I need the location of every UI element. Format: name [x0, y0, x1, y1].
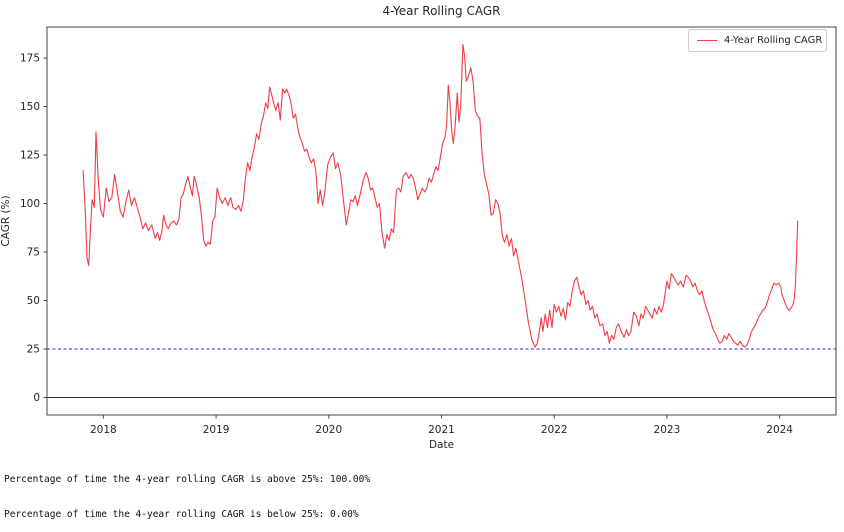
y-tick-label: 175: [20, 53, 40, 65]
x-tick-label: 2021: [428, 424, 455, 436]
chart-title: 4-Year Rolling CAGR: [382, 4, 501, 18]
legend-line-sample-icon: [697, 40, 717, 41]
footer-line-below: Percentage of time the 4-year rolling CA…: [4, 508, 359, 520]
x-tick-label: 2020: [315, 424, 342, 436]
footer-line-above: Percentage of time the 4-year rolling CA…: [4, 474, 371, 485]
legend: 4-Year Rolling CAGR: [688, 29, 827, 52]
y-tick-label: 75: [27, 247, 40, 259]
x-tick-label: 2019: [203, 424, 230, 436]
cagr-line: [82, 43, 799, 348]
footer-stats: Percentage of time the 4-year rolling CA…: [4, 451, 370, 532]
y-tick-label: 50: [27, 295, 40, 307]
x-tick-label: 2024: [766, 424, 793, 436]
x-tick-label: 2018: [90, 424, 117, 436]
y-tick-label: 0: [33, 392, 40, 404]
chart-svg: 2018 2019 2020 2021 2022 2023 2024 0 25 50 75 100 12…: [20, 26, 837, 436]
y-axis-label: CAGR (%): [0, 195, 12, 247]
x-tick-label: 2023: [654, 424, 681, 436]
x-tick-label: 2022: [541, 424, 568, 436]
y-tick-label: 100: [20, 198, 40, 210]
y-tick-label: 125: [20, 150, 40, 162]
legend-label: 4-Year Rolling CAGR: [724, 35, 823, 46]
y-tick-label: 150: [20, 101, 40, 113]
y-tick-label: 25: [27, 344, 40, 356]
x-axis-label: Date: [428, 439, 455, 451]
